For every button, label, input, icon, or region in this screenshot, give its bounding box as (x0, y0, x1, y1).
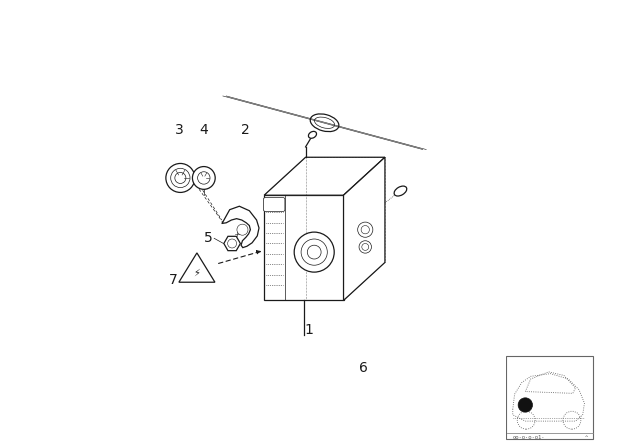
FancyBboxPatch shape (506, 356, 593, 439)
Text: ⚡: ⚡ (193, 268, 200, 278)
Circle shape (362, 243, 369, 250)
Ellipse shape (310, 114, 339, 132)
Text: 2: 2 (241, 123, 250, 137)
Text: 1: 1 (305, 323, 314, 337)
Ellipse shape (394, 186, 407, 196)
FancyBboxPatch shape (264, 198, 285, 211)
Text: 4: 4 (200, 123, 208, 137)
Text: 5: 5 (204, 231, 212, 246)
Circle shape (301, 239, 327, 265)
Polygon shape (264, 157, 385, 195)
Polygon shape (221, 206, 259, 248)
Text: 3: 3 (175, 123, 184, 137)
Text: ^: ^ (585, 435, 588, 440)
Circle shape (171, 168, 190, 188)
Polygon shape (264, 195, 344, 301)
Circle shape (198, 172, 210, 184)
Circle shape (228, 239, 237, 248)
Circle shape (358, 222, 373, 237)
Polygon shape (344, 157, 385, 301)
Text: 7: 7 (169, 273, 178, 287)
Circle shape (175, 172, 186, 184)
Ellipse shape (308, 131, 317, 138)
Circle shape (193, 167, 215, 190)
Polygon shape (179, 253, 215, 282)
Circle shape (166, 164, 195, 193)
Text: oo·o·o·o1·: oo·o·o·o1· (513, 435, 545, 440)
Circle shape (237, 224, 248, 235)
Circle shape (359, 241, 371, 253)
Circle shape (518, 398, 532, 412)
Text: 6: 6 (359, 361, 368, 375)
Circle shape (361, 225, 369, 234)
Circle shape (307, 245, 321, 259)
Circle shape (294, 232, 334, 272)
Ellipse shape (314, 117, 335, 129)
